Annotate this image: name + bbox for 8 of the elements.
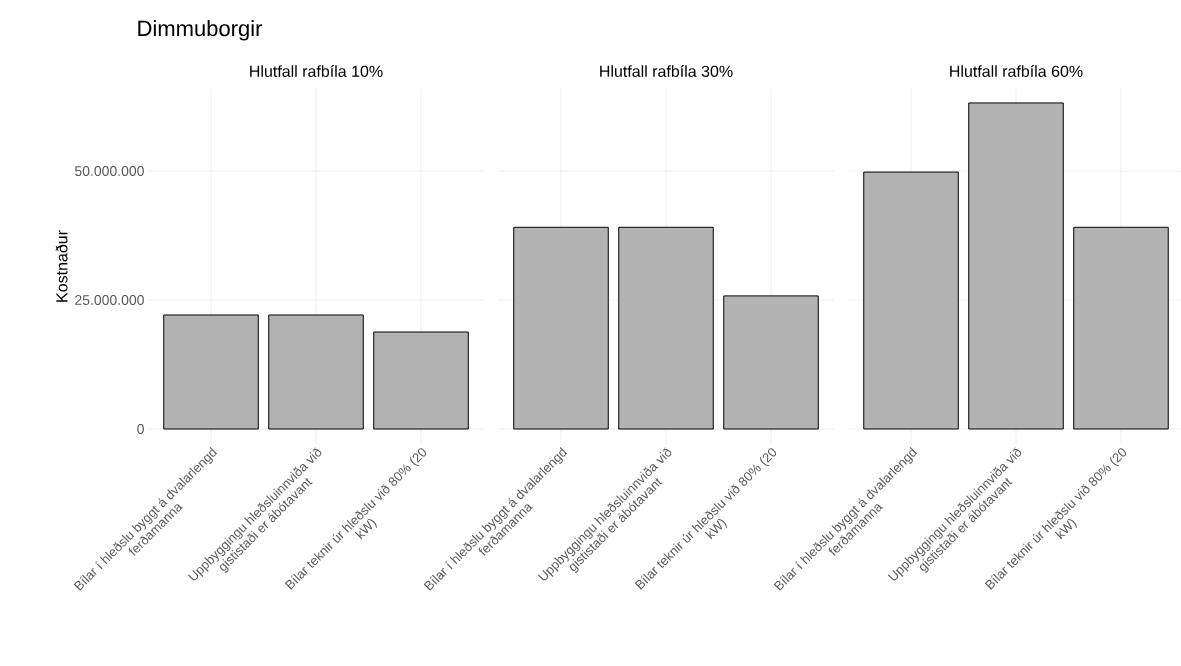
y-tick-label: 0 (137, 424, 144, 434)
y-tick-label: 25.000.000 (75, 295, 144, 305)
y-tick-label: 50.000.000 (74, 166, 144, 177)
chart-subtitle: Hlutfall rafbíla 30% (600, 65, 733, 77)
chart-subtitle: Hlutfall rafbíla 60% (950, 65, 1083, 77)
chart-title: Dimmuborgir (138, 20, 263, 41)
y-axis-title: Kostnaður (55, 230, 68, 302)
chart-subtitle: Hlutfall rafbíla 10% (250, 65, 383, 77)
